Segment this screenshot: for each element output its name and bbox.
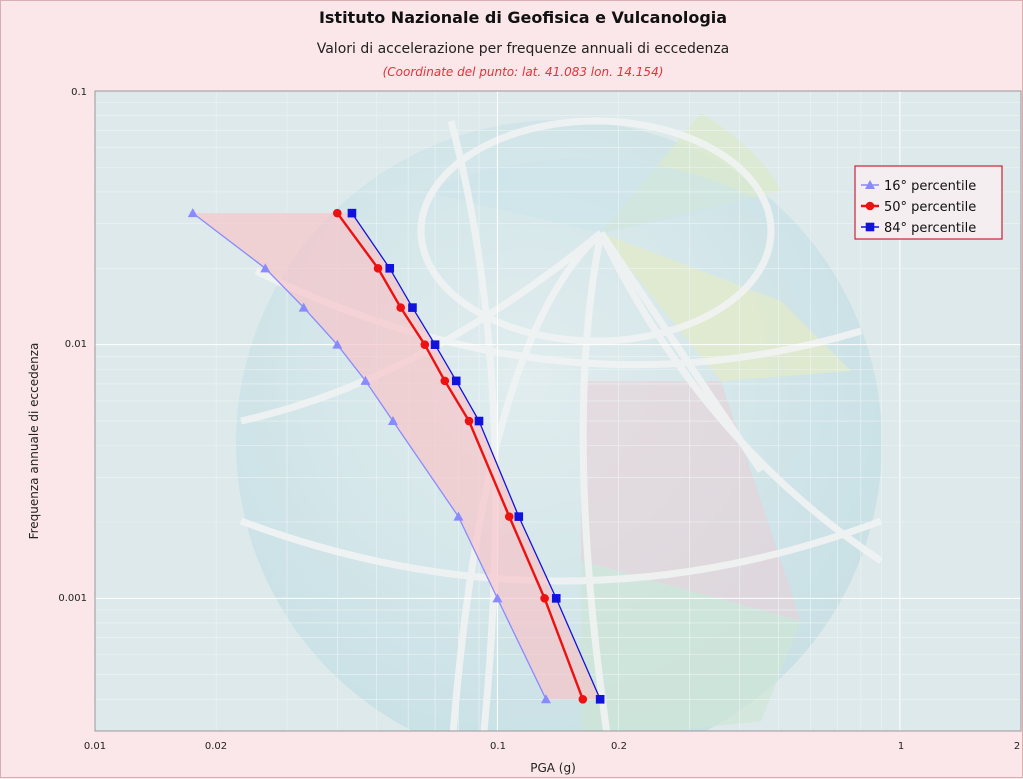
data-point: [440, 376, 450, 386]
legend-item: 50° percentile: [861, 200, 976, 215]
series-1: [187, 208, 551, 704]
y-tick-label: 0.01: [65, 339, 87, 350]
x-tick-labels: 0.01 0.02 0.1 0.2 1 2: [84, 741, 1020, 752]
data-point: [492, 593, 503, 603]
watermark-globe-icon: [236, 113, 883, 731]
data-point: [387, 416, 398, 426]
data-point: [396, 303, 406, 312]
y-tick-labels: 0.1 0.01 0.001: [58, 87, 87, 604]
data-point: [464, 416, 474, 426]
x-tick-label: 0.1: [490, 741, 506, 752]
legend-marker: [865, 222, 875, 232]
data-point: [504, 512, 514, 521]
chart-subtitle: Valori di accelerazione per frequenze an…: [317, 41, 730, 57]
data-point: [540, 594, 549, 603]
data-point: [551, 594, 561, 603]
data-point: [430, 340, 440, 349]
data-point: [332, 208, 342, 218]
data-point: [347, 208, 357, 218]
legend-box: [854, 165, 1003, 240]
y-tick-label: 0.1: [71, 87, 87, 98]
data-point: [373, 264, 383, 273]
series-2: [332, 208, 588, 704]
legend-marker: [865, 180, 875, 189]
x-tick-label: 0.02: [205, 741, 227, 752]
plot-border: [94, 90, 1022, 732]
data-point: [474, 416, 484, 426]
legend-item: 16° percentile: [861, 179, 976, 194]
data-point: [187, 208, 198, 218]
x-tick-label: 0.01: [84, 741, 106, 752]
series-layer: [187, 208, 605, 704]
legend-label: 16° percentile: [884, 179, 976, 194]
chart-title: Istituto Nazionale di Geofisica e Vulcan…: [319, 8, 727, 27]
legend-item: 84° percentile: [861, 221, 976, 236]
data-point: [578, 695, 588, 704]
data-point: [514, 512, 524, 521]
data-point: [360, 375, 371, 385]
x-tick-label: 2: [1014, 741, 1020, 752]
data-point: [260, 263, 271, 273]
data-point: [298, 302, 309, 312]
y-axis-label: Frequenza annuale di eccedenza: [27, 343, 41, 540]
data-point: [451, 376, 461, 386]
data-point: [385, 264, 395, 273]
data-point: [595, 695, 605, 704]
legend-label: 50° percentile: [884, 200, 976, 215]
legend-label: 84° percentile: [884, 221, 976, 236]
x-tick-label: 1: [898, 741, 904, 752]
data-point: [420, 340, 430, 349]
y-tick-label: 0.001: [58, 593, 87, 604]
coordinates-note: (Coordinate del punto: lat. 41.083 lon. …: [383, 65, 664, 79]
data-point: [332, 339, 343, 349]
percentile-band: [192, 213, 601, 700]
legend-marker: [865, 201, 875, 211]
x-tick-label: 0.2: [611, 741, 627, 752]
x-axis-label: PGA (g): [530, 761, 576, 775]
series-3: [347, 208, 605, 704]
data-point: [408, 303, 417, 312]
data-point: [453, 511, 464, 521]
data-point: [540, 694, 551, 704]
legend: 16° percentile 50° percentile 84° percenti…: [854, 165, 1003, 240]
